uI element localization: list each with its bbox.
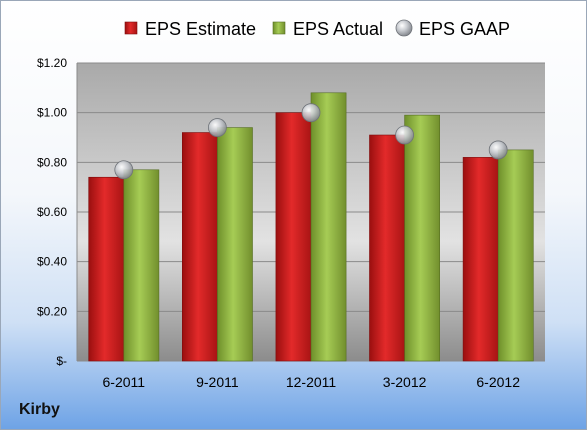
eps-actual-bar xyxy=(123,169,160,362)
y-tick-label: $1.00 xyxy=(37,106,67,120)
x-axis-ticks: 6-2011 9-2011 12-2011 3-2012 6-2012 xyxy=(103,374,521,390)
legend-swatch-gaap xyxy=(395,19,413,37)
eps-estimate-bar xyxy=(275,112,312,362)
legend: EPS Estimate EPS Actual EPS GAAP xyxy=(124,19,510,39)
eps-estimate-bar xyxy=(182,132,218,362)
eps-actual-bar xyxy=(404,114,441,362)
y-tick-label: $0.20 xyxy=(37,304,67,318)
legend-label: EPS Actual xyxy=(293,19,383,39)
x-tick-label: 3-2012 xyxy=(383,374,427,390)
legend-label: EPS Estimate xyxy=(145,19,256,39)
eps-estimate-bar xyxy=(462,157,499,362)
x-tick-label: 9-2011 xyxy=(196,374,239,390)
y-tick-label: $- xyxy=(56,354,67,368)
legend-swatch-actual xyxy=(272,21,286,35)
y-tick-label: $0.80 xyxy=(37,155,67,169)
eps-estimate-bar xyxy=(88,176,125,362)
x-tick-label: 6-2011 xyxy=(103,374,146,390)
eps-actual-bar xyxy=(497,149,534,362)
legend-label: EPS GAAP xyxy=(419,19,510,39)
eps-gaap-marker xyxy=(207,118,227,137)
y-tick-label: $0.60 xyxy=(37,205,67,219)
eps-actual-bar xyxy=(217,127,253,362)
y-tick-label: $0.40 xyxy=(37,255,67,269)
x-tick-label: 12-2011 xyxy=(286,374,337,390)
y-axis-ticks: $- $0.20 $0.40 $0.60 $0.80 $1.00 $1.20 xyxy=(37,56,67,368)
bars xyxy=(88,92,534,362)
eps-gaap-marker xyxy=(395,125,415,145)
x-tick-label: 6-2012 xyxy=(476,374,520,390)
company-name: Kirby xyxy=(19,401,60,418)
eps-gaap-marker xyxy=(301,103,321,123)
eps-gaap-marker xyxy=(114,160,134,180)
eps-estimate-bar xyxy=(369,134,405,362)
y-tick-label: $1.20 xyxy=(37,56,67,70)
eps-gaap-marker xyxy=(488,140,508,160)
gaap-markers xyxy=(114,103,508,180)
legend-swatch-estimate xyxy=(124,21,138,35)
eps-actual-bar xyxy=(310,92,347,362)
